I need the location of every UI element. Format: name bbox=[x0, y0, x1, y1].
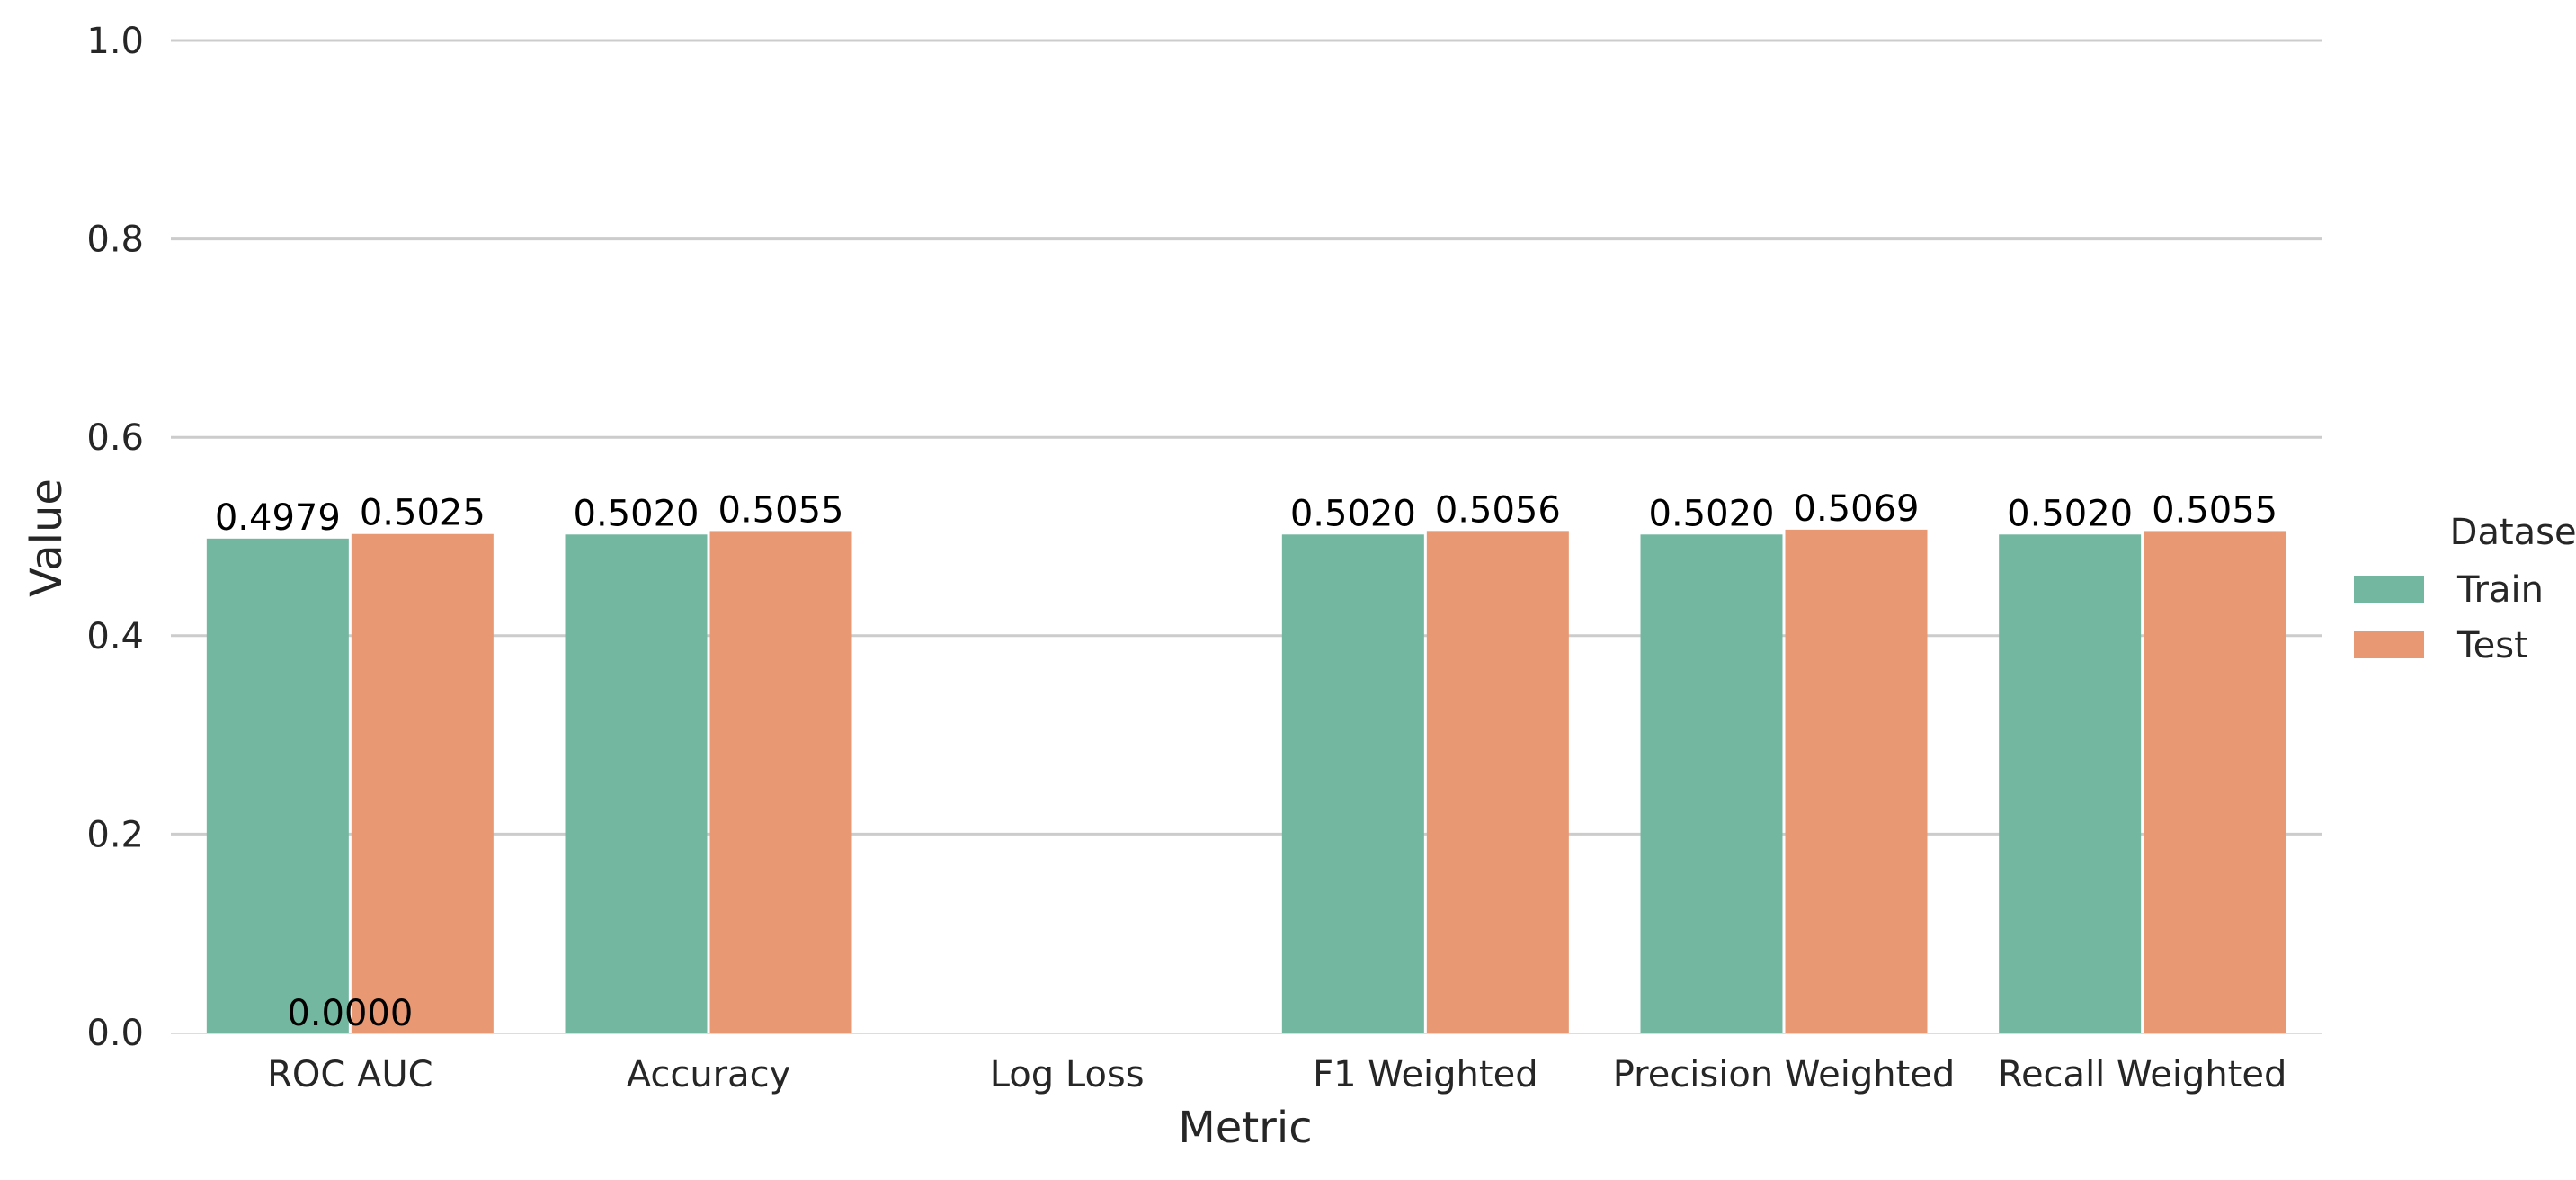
legend-swatch bbox=[2354, 631, 2424, 658]
annotation-label: 0.0000 bbox=[287, 993, 413, 1034]
y-tick-label: 0.2 bbox=[86, 814, 144, 855]
bar-train bbox=[565, 534, 708, 1032]
x-axis-title: Metric bbox=[1178, 1103, 1312, 1153]
x-tick-label: Log Loss bbox=[990, 1054, 1145, 1095]
bar-value-label: 0.5020 bbox=[2007, 493, 2133, 534]
y-tick-label: 0.0 bbox=[86, 1013, 144, 1054]
y-axis-title: Value bbox=[22, 478, 72, 597]
grid-lines bbox=[171, 39, 2322, 836]
bar-value-label: 0.5025 bbox=[360, 493, 486, 534]
legend-title: Dataset bbox=[2450, 512, 2576, 553]
bar-train bbox=[1640, 534, 1783, 1032]
bar-test bbox=[1785, 529, 1928, 1032]
bar-value-label: 0.5055 bbox=[2152, 489, 2277, 531]
bar-train bbox=[1999, 534, 2142, 1032]
x-axis: ROC AUC Accuracy Log Loss F1 Weighted Precis… bbox=[171, 1032, 2322, 1095]
bar-value-label: 0.5056 bbox=[1435, 489, 1561, 531]
legend-swatch bbox=[2354, 576, 2424, 603]
x-tick-label: ROC AUC bbox=[267, 1054, 433, 1095]
bar-value-label: 0.5020 bbox=[1649, 493, 1775, 534]
x-tick-label: Precision Weighted bbox=[1613, 1054, 1956, 1095]
legend-entry: Test bbox=[2456, 625, 2528, 666]
bar-train bbox=[206, 538, 349, 1032]
y-tick-label: 1.0 bbox=[86, 21, 144, 62]
y-axis: 0.0 0.2 0.4 0.6 0.8 1.0 bbox=[86, 21, 144, 1054]
bars bbox=[206, 529, 2286, 1032]
x-tick-label: F1 Weighted bbox=[1313, 1054, 1538, 1095]
bar-value-label: 0.4979 bbox=[215, 497, 341, 539]
x-tick-label: Accuracy bbox=[627, 1054, 791, 1095]
bar-value-label: 0.5020 bbox=[574, 493, 700, 534]
y-tick-label: 0.8 bbox=[86, 219, 144, 261]
bar-test bbox=[1426, 531, 1569, 1032]
legend-entry: Train bbox=[2456, 569, 2544, 611]
bar-test bbox=[2144, 531, 2286, 1032]
bar-test bbox=[709, 531, 852, 1032]
bar-train bbox=[1281, 534, 1424, 1032]
value-labels: 0.4979 0.5025 0.5020 0.5055 0.5020 0.5056 0.50… bbox=[215, 488, 2277, 1034]
bar-value-label: 0.5020 bbox=[1290, 493, 1416, 534]
bar-value-label: 0.5055 bbox=[718, 489, 844, 531]
legend: Dataset Train Test bbox=[2354, 512, 2576, 666]
x-tick-label: Recall Weighted bbox=[1998, 1054, 2286, 1095]
bar-value-label: 0.5069 bbox=[1794, 488, 1920, 530]
y-tick-label: 0.6 bbox=[86, 417, 144, 459]
y-tick-label: 0.4 bbox=[86, 616, 144, 657]
bar-test bbox=[351, 533, 494, 1032]
